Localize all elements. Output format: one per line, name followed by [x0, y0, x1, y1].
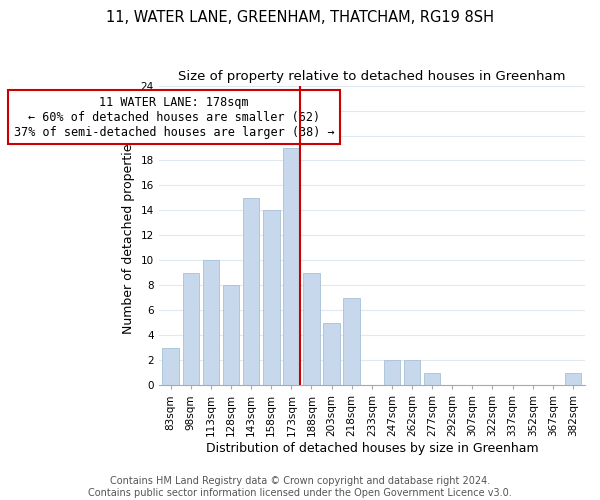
Bar [203, 260, 219, 386]
Bar [565, 373, 581, 386]
X-axis label: Distribution of detached houses by size in Greenham: Distribution of detached houses by size … [206, 442, 538, 455]
Bar [182, 273, 199, 386]
Title: Size of property relative to detached houses in Greenham: Size of property relative to detached ho… [178, 70, 566, 83]
Bar [163, 348, 179, 386]
Bar [223, 286, 239, 386]
Text: 11 WATER LANE: 178sqm
← 60% of detached houses are smaller (62)
37% of semi-deta: 11 WATER LANE: 178sqm ← 60% of detached … [14, 96, 334, 138]
Bar [283, 148, 299, 386]
Bar [323, 323, 340, 386]
Bar [404, 360, 420, 386]
Bar [343, 298, 360, 386]
Bar [424, 373, 440, 386]
Text: 11, WATER LANE, GREENHAM, THATCHAM, RG19 8SH: 11, WATER LANE, GREENHAM, THATCHAM, RG19… [106, 10, 494, 25]
Y-axis label: Number of detached properties: Number of detached properties [122, 137, 135, 334]
Bar [263, 210, 280, 386]
Bar [303, 273, 320, 386]
Bar [243, 198, 259, 386]
Bar [383, 360, 400, 386]
Text: Contains HM Land Registry data © Crown copyright and database right 2024.
Contai: Contains HM Land Registry data © Crown c… [88, 476, 512, 498]
